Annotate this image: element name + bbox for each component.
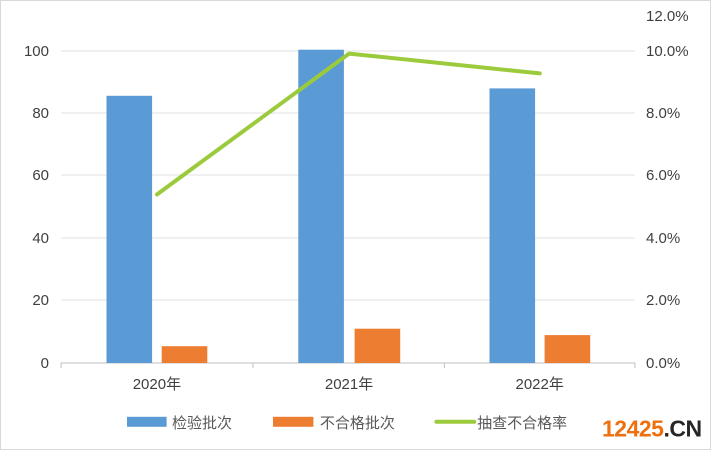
svg-text:12425.CN: 12425.CN — [602, 416, 702, 442]
svg-text:2020年: 2020年 — [133, 376, 181, 393]
svg-text:100: 100 — [24, 43, 49, 60]
svg-text:0: 0 — [41, 355, 49, 372]
svg-text:2021年: 2021年 — [325, 376, 373, 393]
svg-text:2.0%: 2.0% — [646, 292, 680, 309]
svg-text:不合格批次: 不合格批次 — [320, 415, 395, 432]
svg-text:80: 80 — [32, 105, 49, 122]
svg-text:2022年: 2022年 — [516, 376, 564, 393]
svg-text:检验批次: 检验批次 — [172, 415, 232, 432]
svg-text:12.0%: 12.0% — [646, 8, 689, 25]
svg-text:8.0%: 8.0% — [646, 105, 680, 122]
svg-text:10.0%: 10.0% — [646, 43, 689, 60]
svg-text:40: 40 — [32, 230, 49, 247]
svg-text:抽查不合格率: 抽查不合格率 — [477, 415, 567, 432]
svg-text:4.0%: 4.0% — [646, 230, 680, 247]
svg-text:6.0%: 6.0% — [646, 167, 680, 184]
svg-text:60: 60 — [32, 167, 49, 184]
svg-text:20: 20 — [32, 292, 49, 309]
svg-text:0.0%: 0.0% — [646, 355, 680, 372]
